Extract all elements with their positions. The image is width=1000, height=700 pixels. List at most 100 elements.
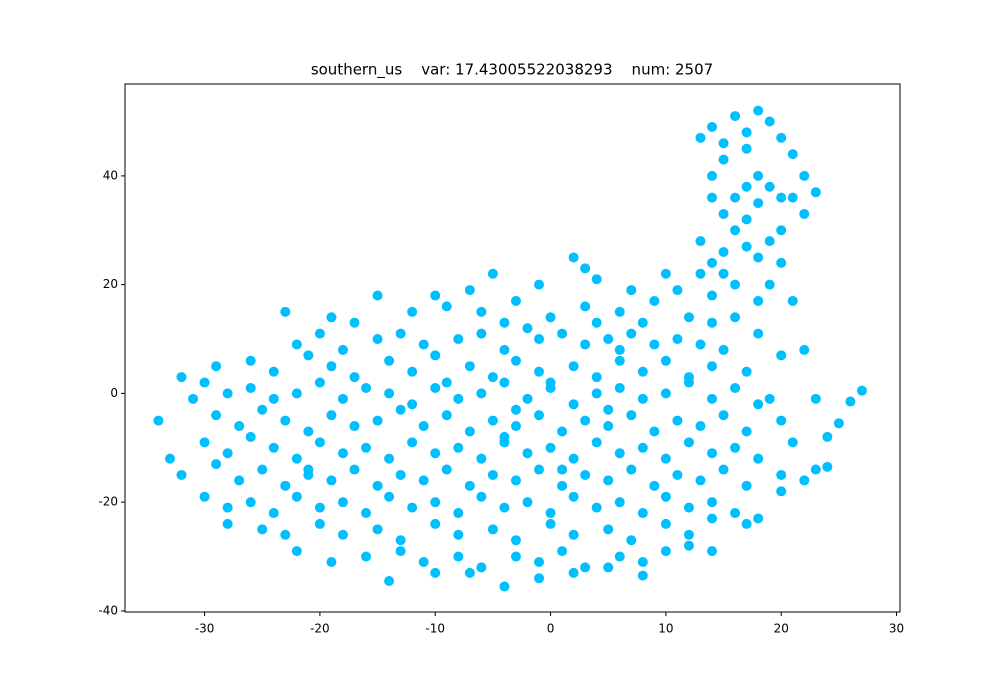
point: [268, 508, 279, 519]
point: [510, 551, 521, 562]
x-tick-label: 0: [547, 622, 555, 636]
point: [683, 540, 694, 551]
point: [683, 502, 694, 513]
point: [557, 328, 568, 339]
point: [245, 497, 256, 508]
point: [510, 295, 521, 306]
point: [384, 453, 395, 464]
point: [787, 149, 798, 160]
point: [591, 388, 602, 399]
point: [545, 382, 556, 393]
point: [591, 317, 602, 328]
point: [499, 317, 510, 328]
point: [534, 279, 545, 290]
point: [430, 567, 441, 578]
point: [222, 518, 233, 529]
point: [510, 355, 521, 366]
point: [580, 562, 591, 573]
point: [303, 469, 314, 480]
point: [534, 334, 545, 345]
point: [822, 461, 833, 472]
point: [753, 170, 764, 181]
point: [476, 562, 487, 573]
point: [349, 372, 360, 383]
point: [730, 111, 741, 122]
point: [845, 396, 856, 407]
point: [626, 535, 637, 546]
point: [395, 546, 406, 557]
point: [464, 285, 475, 296]
point: [707, 170, 718, 181]
point: [730, 225, 741, 236]
point: [349, 421, 360, 432]
point: [580, 339, 591, 350]
point: [683, 377, 694, 388]
point: [568, 361, 579, 372]
point: [234, 475, 245, 486]
point: [441, 377, 452, 388]
point: [718, 268, 729, 279]
point: [741, 480, 752, 491]
point: [303, 350, 314, 361]
point: [695, 132, 706, 143]
point: [603, 475, 614, 486]
point: [718, 247, 729, 258]
point: [707, 257, 718, 268]
point: [326, 475, 337, 486]
point: [695, 236, 706, 247]
point: [580, 415, 591, 426]
point: [268, 366, 279, 377]
point: [672, 285, 683, 296]
point: [441, 301, 452, 312]
point: [487, 372, 498, 383]
point: [614, 344, 625, 355]
point: [314, 437, 325, 448]
point: [718, 410, 729, 421]
point: [534, 464, 545, 475]
point: [660, 491, 671, 502]
point: [695, 475, 706, 486]
point: [787, 295, 798, 306]
point: [211, 459, 222, 470]
x-tick-label: 20: [774, 622, 789, 636]
point: [707, 290, 718, 301]
point: [453, 334, 464, 345]
point: [510, 475, 521, 486]
point: [326, 556, 337, 567]
point: [372, 334, 383, 345]
point: [487, 268, 498, 279]
point: [591, 372, 602, 383]
point: [407, 502, 418, 513]
point: [741, 143, 752, 154]
point: [441, 410, 452, 421]
point: [534, 366, 545, 377]
point: [291, 339, 302, 350]
point: [314, 328, 325, 339]
point: [718, 208, 729, 219]
point: [730, 192, 741, 203]
point: [545, 508, 556, 519]
point: [730, 382, 741, 393]
point: [487, 415, 498, 426]
point: [580, 263, 591, 274]
point: [499, 437, 510, 448]
chart-title: southern_us var: 17.43005522038293 num: …: [311, 61, 713, 80]
point: [418, 475, 429, 486]
point: [753, 453, 764, 464]
point: [741, 518, 752, 529]
point: [557, 480, 568, 491]
point: [799, 475, 810, 486]
point: [707, 513, 718, 524]
point: [683, 312, 694, 323]
point: [522, 448, 533, 459]
point: [499, 502, 510, 513]
point: [683, 437, 694, 448]
point: [280, 306, 291, 317]
point: [476, 306, 487, 317]
point: [810, 393, 821, 404]
point: [649, 295, 660, 306]
point: [453, 551, 464, 562]
point: [499, 581, 510, 592]
point: [753, 328, 764, 339]
